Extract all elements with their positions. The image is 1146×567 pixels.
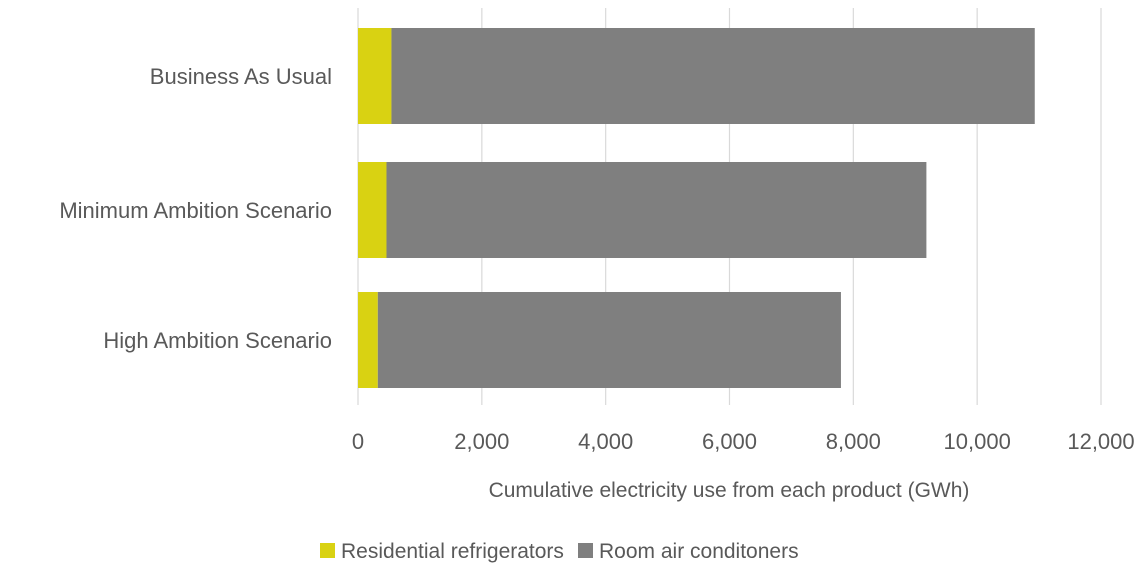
x-tick-label: 6,000 [702, 429, 757, 454]
bar-air-conditioners-2 [377, 292, 841, 388]
x-tick-labels: 0 2,000 4,000 6,000 8,000 10,000 12,000 [352, 429, 1135, 454]
bar-air-conditioners-0 [391, 28, 1035, 124]
category-label: Minimum Ambition Scenario [59, 198, 332, 223]
legend-label-0: Residential refrigerators [341, 540, 564, 563]
legend: Residential refrigerators Room air condit… [320, 540, 799, 563]
x-tick-label: 12,000 [1067, 429, 1134, 454]
bar-refrigerators-2 [358, 292, 378, 388]
bar-refrigerators-0 [358, 28, 392, 124]
bars [358, 28, 1035, 388]
x-tick-label: 4,000 [578, 429, 633, 454]
category-labels: Business As Usual Minimum Ambition Scenar… [59, 64, 332, 353]
x-tick-label: 10,000 [944, 429, 1011, 454]
bar-refrigerators-1 [358, 162, 387, 258]
x-tick-label: 0 [352, 429, 364, 454]
x-tick-label: 8,000 [826, 429, 881, 454]
category-label: Business As Usual [150, 64, 332, 89]
bar-air-conditioners-1 [386, 162, 927, 258]
legend-swatch-0 [320, 543, 335, 558]
legend-swatch-1 [578, 543, 593, 558]
legend-label-1: Room air conditoners [599, 540, 799, 563]
x-tick-label: 2,000 [454, 429, 509, 454]
category-label: High Ambition Scenario [103, 328, 332, 353]
x-axis-title: Cumulative electricity use from each pro… [489, 479, 970, 502]
